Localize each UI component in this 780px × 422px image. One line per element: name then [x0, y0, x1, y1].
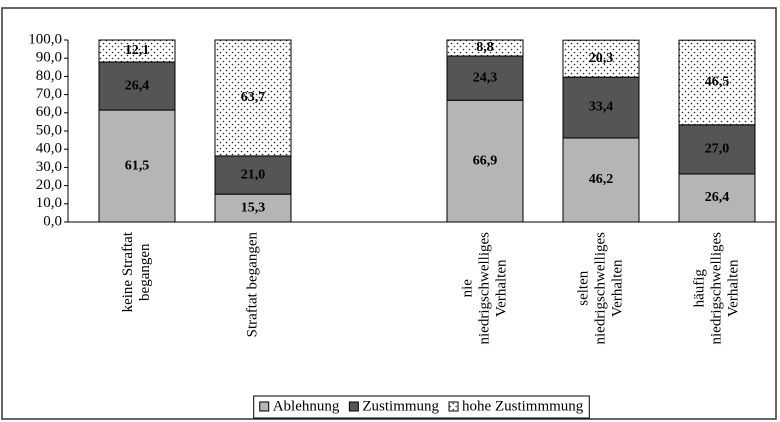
bar-segment [446, 55, 524, 101]
x-tick-label: Verhalten [725, 259, 741, 317]
y-tick-label: 40,0 [36, 141, 62, 157]
value-label: 66,9 [473, 153, 498, 168]
x-tick-label: niedrigschwelliges [476, 232, 492, 345]
value-label: 63,7 [241, 90, 266, 105]
bar-segment [214, 193, 292, 223]
y-tick-label: 80,0 [36, 68, 62, 84]
bar-segment [98, 109, 176, 223]
y-tick-label: 10,0 [36, 195, 62, 211]
bar-segment [678, 39, 756, 126]
y-tick-label: 60,0 [36, 104, 62, 120]
y-tick-label: 100,0 [28, 31, 62, 47]
value-label: 20,3 [589, 51, 614, 66]
bar-segment [214, 155, 292, 195]
bar-segment [98, 39, 176, 63]
y-tick-label: 0,0 [43, 213, 62, 229]
bar-segment [446, 99, 524, 223]
x-tick-label: keine Straftat [120, 231, 136, 312]
bar-segment [214, 39, 292, 157]
value-label: 61,5 [125, 158, 150, 173]
y-tick-label: 30,0 [36, 159, 62, 175]
value-label: 27,0 [705, 142, 730, 157]
legend-label: Zustimmung [362, 398, 439, 414]
bar-segment [562, 137, 640, 223]
x-tick-label: häufig [691, 269, 707, 308]
legend-swatch [348, 401, 359, 412]
value-label: 46,5 [705, 75, 730, 90]
y-tick-label: 50,0 [36, 122, 62, 138]
bar-segment [562, 76, 640, 139]
value-label: 8,8 [476, 40, 494, 55]
legend-swatch [448, 401, 459, 412]
value-label: 46,2 [589, 172, 614, 187]
value-label: 33,4 [589, 100, 614, 115]
legend-label: hohe Zustimmmung [462, 398, 584, 414]
value-label: 12,1 [125, 43, 150, 58]
value-label: 26,4 [705, 190, 730, 205]
bar-segment [562, 39, 640, 78]
x-tick-label: begangen [137, 243, 153, 301]
y-tick-label: 70,0 [36, 86, 62, 102]
frame [1, 7, 777, 420]
x-tick-label: Verhalten [493, 259, 509, 317]
value-label: 21,0 [241, 167, 266, 182]
bar-segment [446, 39, 524, 57]
legend-swatch [259, 401, 270, 412]
legend: Ablehnung Zustimmung hohe Zustimmmung [259, 398, 584, 414]
bar-segment [98, 61, 176, 111]
legend-box [253, 395, 590, 419]
value-label: 24,3 [473, 70, 498, 85]
x-tick-label: nie [459, 279, 475, 298]
x-tick-label: selten [575, 270, 591, 305]
x-tick-label: niedrigschwelliges [592, 232, 608, 345]
x-tick-label: Straftat begangen [244, 232, 260, 338]
bar-segment [678, 173, 756, 223]
value-label: 15,3 [241, 200, 266, 215]
y-tick-label: 20,0 [36, 177, 62, 193]
bar-segment [678, 124, 756, 175]
value-label: 26,4 [125, 78, 150, 93]
x-tick-label: niedrigschwelliges [708, 232, 724, 345]
y-tick-label: 90,0 [36, 50, 62, 66]
x-tick-label: Verhalten [609, 259, 625, 317]
legend-label: Ablehnung [273, 398, 340, 414]
